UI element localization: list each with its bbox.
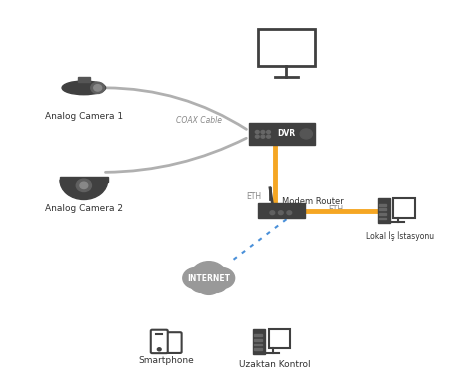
Text: MONITOR: MONITOR: [264, 50, 309, 58]
Circle shape: [76, 179, 91, 192]
FancyBboxPatch shape: [151, 330, 168, 353]
Bar: [78, 77, 90, 82]
Bar: [255, 344, 262, 346]
Bar: [378, 198, 390, 223]
Circle shape: [267, 135, 271, 138]
Circle shape: [300, 129, 312, 139]
Circle shape: [80, 182, 88, 188]
Circle shape: [209, 267, 235, 289]
Text: Analog Camera 2: Analog Camera 2: [45, 204, 123, 213]
Wedge shape: [60, 180, 108, 199]
Bar: [255, 348, 262, 350]
Circle shape: [278, 211, 283, 215]
Text: Smartphone: Smartphone: [138, 356, 194, 365]
Bar: [254, 329, 265, 354]
Text: Lokal İş İstasyonu: Lokal İş İstasyonu: [365, 231, 434, 241]
Circle shape: [91, 82, 105, 94]
Text: Uzaktan Kontrol: Uzaktan Kontrol: [239, 360, 310, 369]
Circle shape: [157, 348, 161, 351]
Bar: [258, 203, 305, 219]
Circle shape: [190, 273, 213, 293]
Bar: [393, 198, 415, 217]
Ellipse shape: [62, 81, 106, 95]
Circle shape: [94, 85, 101, 91]
Circle shape: [261, 130, 265, 134]
Bar: [379, 204, 386, 205]
Bar: [379, 213, 386, 215]
Circle shape: [287, 211, 292, 215]
Bar: [258, 29, 315, 66]
Circle shape: [261, 135, 265, 138]
Bar: [379, 217, 386, 219]
Bar: [60, 177, 108, 182]
Circle shape: [191, 262, 227, 291]
Text: INTERNET: INTERNET: [187, 274, 230, 283]
Bar: [249, 123, 315, 144]
Text: ETH: ETH: [246, 192, 261, 201]
Circle shape: [270, 211, 275, 215]
Text: Analog Camera 1: Analog Camera 1: [45, 112, 123, 121]
FancyBboxPatch shape: [167, 332, 182, 353]
Text: Modem Router: Modem Router: [282, 197, 343, 205]
Bar: [269, 329, 290, 348]
Circle shape: [267, 130, 271, 134]
Text: ETH: ETH: [328, 205, 344, 214]
Bar: [255, 339, 262, 341]
Bar: [255, 334, 262, 336]
Circle shape: [204, 273, 228, 293]
Circle shape: [255, 135, 259, 138]
Circle shape: [183, 267, 209, 289]
Text: DVR: DVR: [277, 129, 296, 139]
Circle shape: [196, 273, 222, 295]
Text: COAX Cable: COAX Cable: [176, 116, 222, 125]
Bar: [379, 208, 386, 210]
Circle shape: [255, 130, 259, 134]
